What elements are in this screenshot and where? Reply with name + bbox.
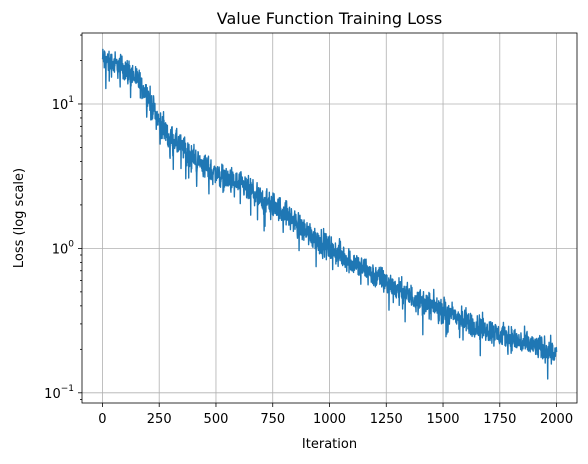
x-tick-label: 250 [147,412,172,427]
x-tick-label: 500 [204,412,229,427]
y-tick-label: 101 [52,95,74,113]
y-tick-label: 10−1 [44,384,74,402]
loss-series-line [101,48,558,380]
x-axis: 0 250 500 750 1000 1250 1500 1750 2000 [98,403,573,427]
grid [82,33,577,403]
x-tick-label: 750 [260,412,285,427]
y-axis: 10−1 100 101 [44,34,82,402]
x-tick-label: 1250 [370,412,403,427]
x-axis-label: Iteration [302,437,357,452]
y-axis-label: Loss (log scale) [12,168,27,268]
x-tick-label: 0 [98,412,106,427]
chart-title: Value Function Training Loss [217,9,442,28]
x-tick-label: 1750 [483,412,516,427]
plot-area [101,48,558,380]
x-tick-label: 1500 [426,412,459,427]
y-tick-label: 100 [52,239,75,257]
x-tick-label: 2000 [540,412,573,427]
x-tick-label: 1000 [313,412,346,427]
